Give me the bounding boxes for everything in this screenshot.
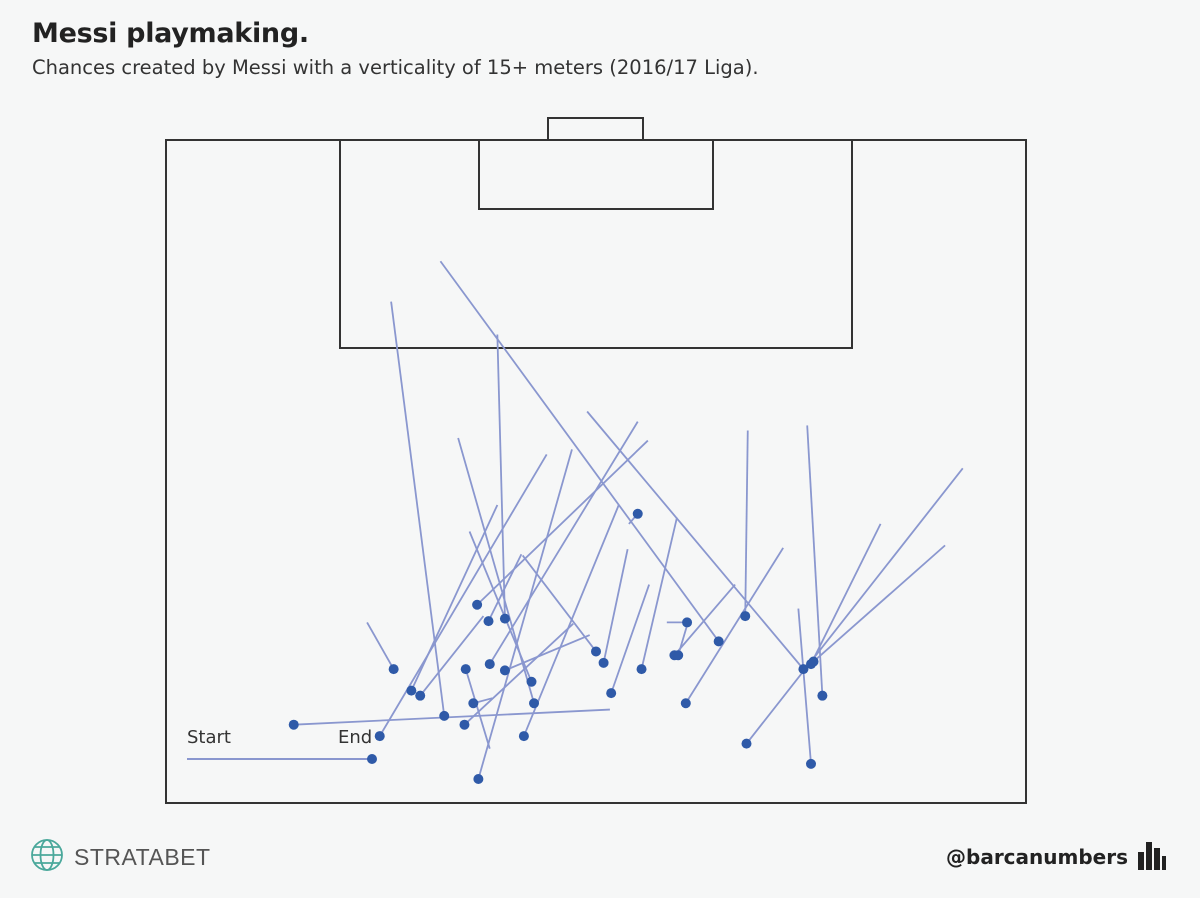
pass-line [419,615,485,697]
pass-line [744,430,749,617]
pass-line [810,523,882,665]
pass-end-point [713,636,724,647]
pass-series [288,260,964,785]
pass-end-point [673,650,684,661]
pass-line [521,554,597,653]
legend-end-dot [367,754,377,764]
pass-end-point [740,611,751,622]
pass-line [610,584,650,694]
pass-line [293,708,610,726]
pitch-markings [165,117,1027,804]
pass-line [745,467,964,745]
pass-end-point [468,698,479,709]
pass-line [685,547,784,704]
pass-line [586,410,805,670]
legend: Start End [187,727,377,764]
pass-end-point [806,659,816,670]
pass-end-point [632,508,643,519]
pass-end-point [680,698,691,709]
pass-end-point [682,617,693,628]
pass-end-point [518,731,529,742]
pass-line [477,449,573,780]
pass-line [640,517,678,670]
pass-line [378,453,548,737]
pass-end-point [472,599,483,610]
pass-line [673,583,736,656]
chart-subtitle: Chances created by Messi with a vertical… [32,56,759,79]
goal [547,117,644,141]
pass-line [496,334,506,619]
pass-end-point [606,688,617,699]
pass-end-point [636,664,647,675]
pass-end-point [374,731,385,742]
twitter-handle: @barcanumbers [946,838,1166,876]
globe-icon [30,838,64,876]
pitch-boundary [165,139,1027,804]
pass-line [812,544,946,663]
pass-end-point [473,774,484,785]
pass-end-point [388,664,399,675]
penalty-box [339,139,853,349]
pass-end-point [415,690,426,701]
pass-end-point [483,616,494,627]
pass-end-point [806,758,816,769]
bar-chart-icon [1138,840,1166,874]
pass-end-point [460,664,471,675]
handle-text: @barcanumbers [946,845,1128,869]
pass-line [523,504,620,737]
pass-end-point [529,698,540,709]
pass-line [476,439,649,606]
pass-end-point [817,690,828,701]
pass-end-point [598,657,609,668]
pass-end-point [439,710,450,721]
pass-end-point [484,659,495,670]
pass-line [464,668,491,749]
pass-line [602,548,629,664]
pass-end-point [288,719,299,730]
pass-end-point [406,685,417,696]
pass-end-point [499,613,510,624]
pass-line [797,608,812,764]
legend-end-label: End [338,727,372,748]
pass-end-point [591,646,601,657]
pass-end-point [526,676,537,687]
pass-line [390,301,446,716]
pass-line [457,437,535,704]
pass-line [439,260,720,642]
pass-end-point [499,665,510,676]
stratabet-logo: STRATABET [30,838,211,876]
six-yard-box [478,139,714,210]
chart-title: Messi playmaking. [32,18,309,49]
pass-line [504,634,591,672]
pass-end-point [741,738,752,749]
pass-line [366,621,395,670]
pass-line [463,623,574,726]
pass-line [488,421,639,665]
legend-start-label: Start [187,727,231,748]
pass-line [806,425,824,696]
pass-end-point [798,664,809,675]
stratabet-logo-text: STRATABET [74,843,211,870]
pass-end-point [459,719,470,730]
